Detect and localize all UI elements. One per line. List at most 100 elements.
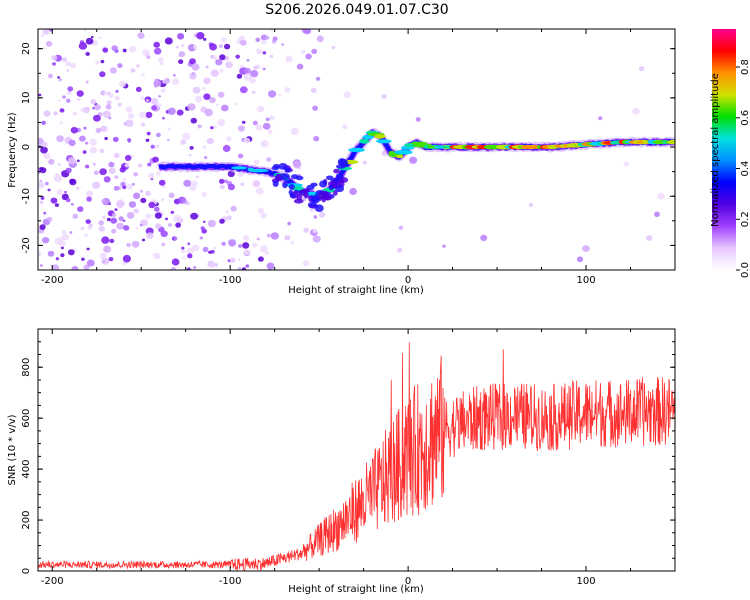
speckle-blob	[241, 267, 247, 270]
y-tick-label: 800	[21, 358, 32, 377]
spectrogram-x-ticks: -200 -100 0 100	[41, 29, 676, 286]
speckle-blob	[110, 67, 117, 74]
speckle-blob	[301, 29, 310, 34]
ridge-core-blob	[291, 186, 304, 191]
ridge-core-blob	[362, 134, 374, 140]
speckle-blob	[122, 185, 126, 189]
speckle-blob	[146, 232, 154, 240]
speckle-blob	[85, 52, 90, 56]
x-tick-label: -200	[41, 576, 64, 587]
speckle-blob	[122, 219, 126, 223]
speckle-blob	[171, 266, 176, 270]
y-tick-label: 600	[21, 409, 32, 428]
speckle-blob	[260, 245, 268, 253]
speckle-blob	[269, 115, 275, 121]
colorbar-tick-label: 0.4	[740, 161, 750, 177]
speckle-blob	[109, 238, 115, 244]
speckle-blob	[158, 95, 162, 98]
speckle-blob	[253, 159, 260, 165]
speckle-blob	[54, 203, 60, 208]
ridge-spread-blob	[335, 185, 344, 193]
speckle-blob	[102, 47, 109, 53]
ridge-spread-blob	[303, 188, 311, 193]
speckle-blob	[59, 108, 65, 113]
spectrogram-y-label: Frequency (Hz)	[7, 112, 18, 188]
speckle-blob	[256, 237, 260, 241]
speckle-blob	[92, 181, 101, 189]
speckle-blob	[255, 48, 263, 55]
snr-frame	[37, 328, 676, 572]
speckle-blob	[203, 220, 206, 223]
speckle-blob	[113, 152, 120, 159]
speckle-blob	[153, 79, 162, 88]
speckle-blob	[160, 88, 166, 93]
speckle-blob	[237, 153, 244, 159]
speckle-blob	[112, 136, 119, 142]
speckle-blob	[77, 206, 84, 213]
speckle-blob	[398, 225, 404, 230]
speckle-blob	[278, 94, 282, 97]
speckle-blob	[173, 236, 178, 241]
speckle-blob	[86, 259, 95, 267]
speckle-blob	[69, 62, 77, 69]
speckle-blob	[93, 114, 101, 122]
ridge-spread-blob	[328, 184, 334, 191]
speckle-blob	[193, 45, 198, 49]
speckle-blob	[313, 136, 320, 142]
speckle-blob	[161, 242, 166, 247]
y-tick-label: 200	[21, 511, 32, 530]
speckle-blob	[200, 226, 205, 231]
speckle-blob	[111, 212, 117, 217]
speckle-blob	[226, 215, 232, 221]
speckle-blob	[102, 215, 106, 219]
speckle-blob	[409, 156, 418, 164]
speckle-blob	[86, 247, 90, 251]
speckle-blob	[582, 245, 590, 253]
speckle-blob	[270, 232, 279, 240]
speckle-blob	[65, 167, 72, 174]
speckle-blob	[148, 172, 155, 179]
speckle-blob	[195, 175, 199, 179]
speckle-blob	[197, 124, 202, 129]
speckle-blob	[39, 224, 46, 230]
speckle-blob	[233, 102, 237, 105]
speckle-blob	[126, 184, 133, 190]
ridge-spread-blob	[314, 193, 320, 202]
speckle-blob	[167, 107, 176, 116]
speckle-blob	[104, 136, 108, 141]
speckle-blob	[442, 244, 446, 248]
snr-y-label: SNR (10 * v/v)	[7, 414, 18, 485]
speckle-blob	[128, 201, 137, 208]
speckle-blob	[98, 220, 105, 226]
speckle-blob	[296, 63, 304, 70]
speckle-blob	[202, 86, 206, 90]
ridge-spread-blob	[272, 180, 279, 187]
ridge-spread-blob	[319, 180, 328, 188]
figure-title: S206.2026.049.01.07.C30	[265, 2, 449, 18]
speckle-blob	[215, 59, 223, 66]
speckle-blob	[72, 213, 79, 219]
ridge-core-blob	[394, 149, 413, 155]
speckle-blob	[638, 66, 645, 72]
colorbar-tick-label: 0.8	[740, 59, 750, 75]
speckle-blob	[262, 51, 267, 55]
speckle-blob	[99, 71, 106, 78]
speckle-blob	[205, 65, 209, 69]
speckle-blob	[204, 108, 213, 117]
speckle-blob	[156, 207, 160, 211]
ridge-core-blob	[359, 138, 370, 144]
speckle-blob	[99, 252, 108, 260]
speckle-blob	[240, 64, 244, 68]
speckle-blob	[150, 98, 159, 105]
speckle-blob	[48, 73, 53, 79]
ridge-spread-blob	[337, 178, 345, 184]
speckle-blob	[58, 240, 66, 247]
colorbar-tick-label: 0.6	[740, 110, 750, 126]
speckle-blob	[302, 260, 310, 267]
speckle-blob	[237, 258, 241, 262]
speckle-blob	[312, 228, 318, 234]
speckle-blob	[214, 263, 219, 267]
speckle-blob	[223, 179, 229, 184]
speckle-blob	[114, 95, 120, 101]
speckle-blob	[76, 186, 80, 190]
